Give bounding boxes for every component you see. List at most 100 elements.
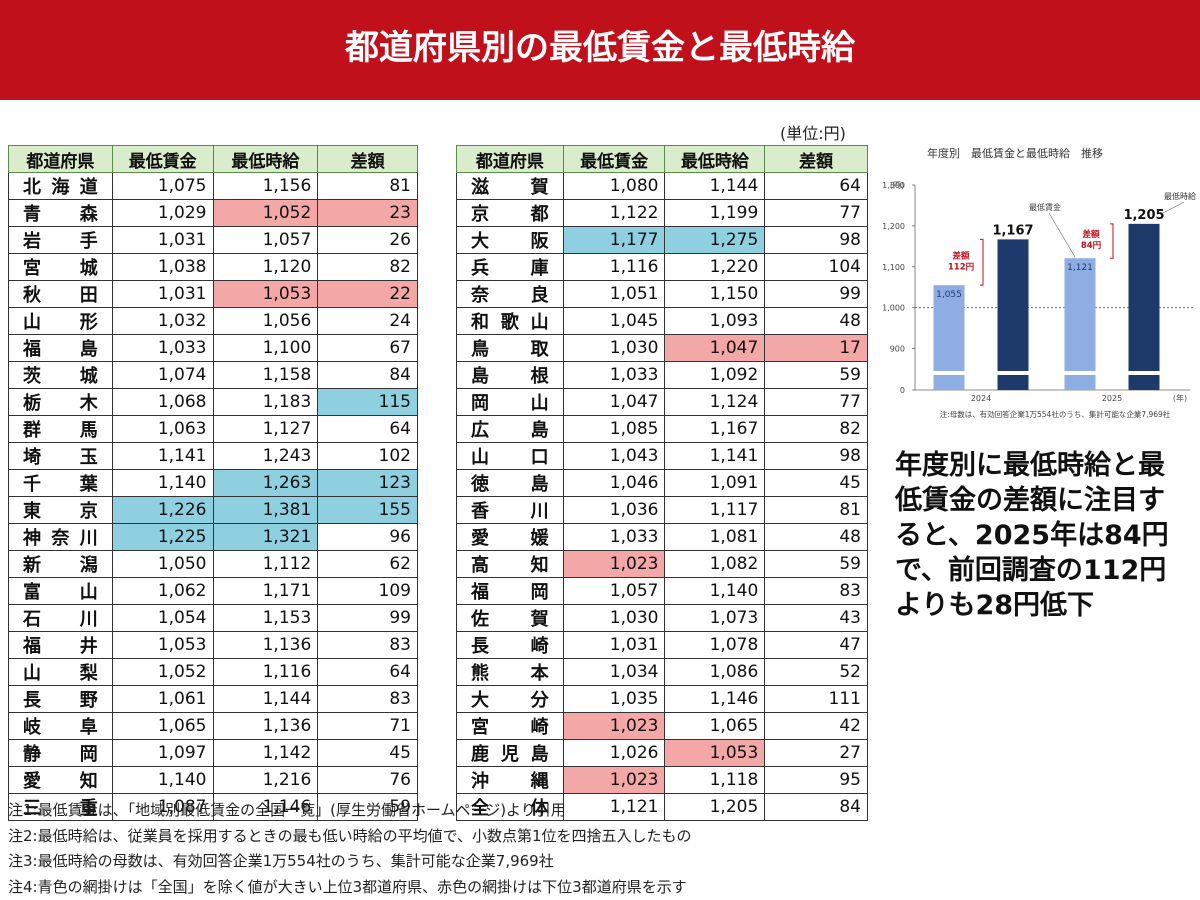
value-cell: 64: [317, 658, 418, 686]
value-cell: 1,023: [562, 712, 666, 740]
value-cell: 59: [764, 361, 868, 389]
bar: [1128, 223, 1160, 390]
table-row: 福井 1,053 1,136 83: [8, 631, 418, 659]
table-row: 富山 1,062 1,171 109: [8, 577, 418, 605]
prefecture-cell: 愛知: [8, 766, 113, 794]
value-cell: 1,118: [664, 766, 766, 794]
value-cell: 1,082: [664, 550, 766, 578]
y-tick-label: 1,100: [882, 263, 905, 272]
column-header: 都道府県: [8, 145, 113, 173]
table-row: 福岡 1,057 1,140 83: [456, 577, 868, 605]
unit-label: (単位:円): [780, 124, 846, 143]
prefecture-cell: 鹿児島: [456, 739, 564, 767]
value-cell: 83: [317, 631, 418, 659]
value-cell: 1,068: [111, 388, 214, 416]
value-cell: 1,063: [111, 415, 214, 443]
value-cell: 22: [317, 280, 418, 308]
prefecture-cell: 茨城: [8, 361, 113, 389]
table-row: 滋賀 1,080 1,144 64: [456, 172, 868, 200]
value-cell: 98: [764, 442, 868, 470]
value-cell: 1,033: [562, 523, 666, 551]
prefecture-cell: 和歌山: [456, 307, 564, 335]
note: 注3:最低時給の母数は、有効回答企業1万554社のうち、集計可能な企業7,969…: [8, 852, 554, 870]
note: 注1:最低賃金は、「地域別最低賃金の全国一覧」(厚生労働省ホームページ)より引用: [8, 801, 566, 819]
value-cell: 1,086: [664, 658, 766, 686]
value-cell: 81: [764, 496, 868, 524]
value-cell: 1,091: [664, 469, 766, 497]
value-cell: 42: [764, 712, 868, 740]
y-tick-label: 1,200: [882, 222, 905, 231]
value-cell: 64: [317, 415, 418, 443]
value-cell: 1,051: [562, 280, 666, 308]
value-cell: 1,275: [664, 226, 766, 254]
table-row: 奈良 1,051 1,150 99: [456, 280, 868, 308]
value-cell: 1,036: [562, 496, 666, 524]
value-label: 1,205: [1123, 208, 1164, 223]
value-cell: 1,141: [111, 442, 214, 470]
value-cell: 1,054: [111, 604, 214, 632]
column-header: 都道府県: [456, 145, 564, 173]
value-cell: 1,045: [562, 307, 666, 335]
value-cell: 1,052: [212, 199, 319, 227]
value-cell: 1,136: [212, 631, 319, 659]
table-row: 山形 1,032 1,056 24: [8, 307, 418, 335]
prefecture-cell: 富山: [8, 577, 113, 605]
value-cell: 43: [764, 604, 868, 632]
value-cell: 95: [764, 766, 868, 794]
legend-leader: [1048, 212, 1076, 258]
prefecture-cell: 山口: [456, 442, 564, 470]
value-cell: 1,053: [212, 280, 319, 308]
chart-note: 注:母数は、有効回答企業1万554社のうち、集計可能な企業7,969社: [940, 409, 1171, 419]
table-row: 広島 1,085 1,167 82: [456, 415, 868, 443]
table-row: 全体 1,121 1,205 84: [456, 793, 868, 821]
value-cell: 83: [317, 685, 418, 713]
value-cell: 1,038: [111, 253, 214, 281]
table-row: 静岡 1,097 1,142 45: [8, 739, 418, 767]
callout: 年度別に最低時給と最低賃金の差額に注目すると、2025年は84円で、前回調査の1…: [895, 450, 1169, 621]
prefecture-cell: 埼玉: [8, 442, 113, 470]
value-cell: 1,043: [562, 442, 666, 470]
header-row: 都道府県 最低賃金 最低時給 差額: [8, 145, 418, 173]
bar: [997, 239, 1029, 390]
value-cell: 67: [317, 334, 418, 362]
value-cell: 1,029: [111, 199, 214, 227]
value-cell: 1,263: [212, 469, 319, 497]
column-header: 差額: [764, 145, 868, 173]
table-row: 栃木 1,068 1,183 115: [8, 388, 418, 416]
value-cell: 84: [317, 361, 418, 389]
value-cell: 1,097: [111, 739, 214, 767]
column-header: 最低賃金: [562, 145, 666, 173]
table-row: 島根 1,033 1,092 59: [456, 361, 868, 389]
diff-label: 差額: [1082, 229, 1100, 240]
table-row: 熊本 1,034 1,086 52: [456, 658, 868, 686]
table-row: 京都 1,122 1,199 77: [456, 199, 868, 227]
value-cell: 1,216: [212, 766, 319, 794]
value-cell: 1,146: [212, 793, 319, 821]
value-cell: 1,124: [664, 388, 766, 416]
prefecture-cell: 山梨: [8, 658, 113, 686]
table-row: 茨城 1,074 1,158 84: [8, 361, 418, 389]
value-cell: 1,183: [212, 388, 319, 416]
column-header: 最低時給: [664, 145, 766, 173]
value-cell: 155: [317, 496, 418, 524]
value-cell: 1,087: [111, 793, 214, 821]
y-tick-label: 1,000: [882, 304, 905, 313]
y-tick-label: 1,300: [882, 181, 905, 190]
table-row: 宮城 1,038 1,120 82: [8, 253, 418, 281]
value-cell: 23: [317, 199, 418, 227]
value-cell: 62: [317, 550, 418, 578]
value-cell: 71: [317, 712, 418, 740]
axis-break: [1063, 371, 1097, 375]
value-cell: 1,078: [664, 631, 766, 659]
table-row: 岩手 1,031 1,057 26: [8, 226, 418, 254]
value-cell: 1,381: [212, 496, 319, 524]
table-row: 兵庫 1,116 1,220 104: [456, 253, 868, 281]
value-cell: 47: [764, 631, 868, 659]
table-row: 徳島 1,046 1,091 45: [456, 469, 868, 497]
table-row: 長崎 1,031 1,078 47: [456, 631, 868, 659]
value-cell: 1,052: [111, 658, 214, 686]
value-cell: 104: [764, 253, 868, 281]
prefecture-cell: 徳島: [456, 469, 564, 497]
value-cell: 1,092: [664, 361, 766, 389]
value-cell: 1,205: [664, 793, 766, 821]
